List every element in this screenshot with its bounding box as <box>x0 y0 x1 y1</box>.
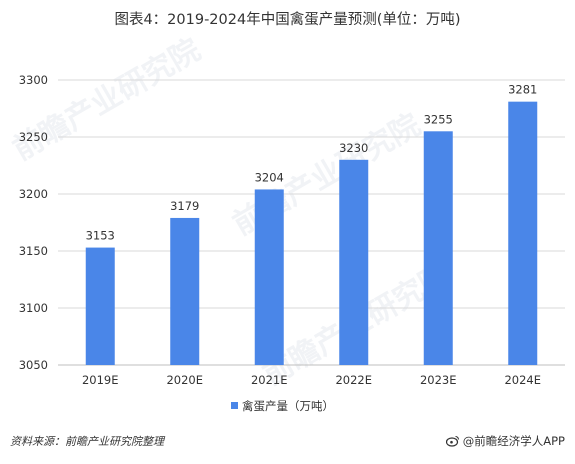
bar <box>85 247 115 365</box>
data-label: 3204 <box>255 170 284 184</box>
y-tick-label: 3150 <box>19 244 48 258</box>
x-tick-label: 2024E <box>504 373 541 387</box>
y-tick-label: 3050 <box>19 358 48 372</box>
x-tick-label: 2021E <box>251 373 288 387</box>
legend-swatch <box>231 402 238 409</box>
legend-label: 禽蛋产量（万吨） <box>242 399 334 413</box>
bar <box>508 101 538 365</box>
y-tick-label: 3200 <box>19 187 48 201</box>
bar <box>423 131 453 365</box>
source-note: 资料来源：前瞻产业研究院整理 <box>10 435 164 448</box>
data-label: 3153 <box>86 229 115 243</box>
x-tick-label: 2020E <box>166 373 203 387</box>
data-label: 3255 <box>424 112 453 126</box>
y-tick-label: 3100 <box>19 301 48 315</box>
bar <box>254 189 284 365</box>
x-tick-label: 2023E <box>420 373 457 387</box>
bar <box>339 159 369 365</box>
chart-title: 图表4：2019-2024年中国禽蛋产量预测(单位：万吨) <box>114 12 461 28</box>
weibo-like-icon <box>445 435 459 447</box>
data-label: 3179 <box>170 199 199 213</box>
x-tick-label: 2019E <box>82 373 119 387</box>
x-tick-label: 2022E <box>335 373 372 387</box>
y-tick-label: 3300 <box>19 73 48 87</box>
y-tick-label: 3250 <box>19 130 48 144</box>
brand-label: @前瞻经济学人APP <box>462 434 565 448</box>
data-label: 3230 <box>339 141 368 155</box>
data-label: 3281 <box>508 83 537 97</box>
bar <box>170 217 200 365</box>
brand-mark: @前瞻经济学人APP <box>445 433 565 449</box>
